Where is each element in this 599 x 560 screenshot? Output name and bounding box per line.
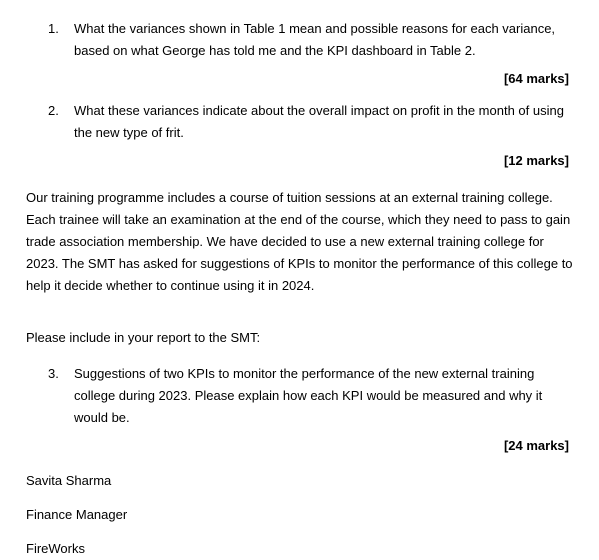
signature-name: Savita Sharma: [26, 470, 573, 492]
marks-label-2: [12 marks]: [26, 150, 573, 172]
list-item-3: 3. Suggestions of two KPIs to monitor th…: [26, 363, 573, 429]
list-number: 3.: [48, 363, 74, 429]
list-text: Suggestions of two KPIs to monitor the p…: [74, 363, 573, 429]
list-text: What these variances indicate about the …: [74, 100, 573, 144]
body-paragraph: Our training programme includes a course…: [26, 187, 573, 297]
list-text: What the variances shown in Table 1 mean…: [74, 18, 573, 62]
list-item-2: 2. What these variances indicate about t…: [26, 100, 573, 144]
report-prompt: Please include in your report to the SMT…: [26, 327, 573, 349]
signature-role: Finance Manager: [26, 504, 573, 526]
marks-label-3: [24 marks]: [26, 435, 573, 457]
list-item-1: 1. What the variances shown in Table 1 m…: [26, 18, 573, 62]
list-number: 1.: [48, 18, 74, 62]
marks-label-1: [64 marks]: [26, 68, 573, 90]
list-number: 2.: [48, 100, 74, 144]
